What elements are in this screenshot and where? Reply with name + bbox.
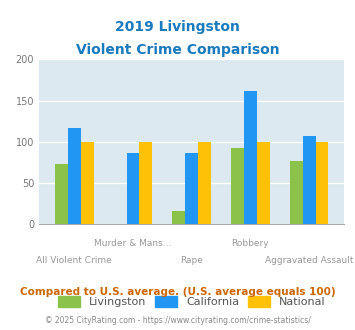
Text: Aggravated Assault: Aggravated Assault (265, 256, 353, 265)
Text: Robbery: Robbery (231, 239, 269, 248)
Bar (231, 148, 244, 224)
Bar (68, 128, 81, 224)
Bar (316, 142, 328, 224)
Text: Rape: Rape (180, 256, 203, 265)
Bar (81, 142, 94, 224)
Legend: Livingston, California, National: Livingston, California, National (54, 293, 329, 311)
Bar (244, 91, 257, 224)
Bar (172, 211, 185, 224)
Text: Violent Crime Comparison: Violent Crime Comparison (76, 43, 279, 57)
Bar (257, 142, 270, 224)
Bar (303, 136, 316, 224)
Bar (140, 142, 152, 224)
Bar (290, 161, 303, 224)
Bar (126, 153, 140, 224)
Text: Murder & Mans...: Murder & Mans... (94, 239, 172, 248)
Text: 2019 Livingston: 2019 Livingston (115, 20, 240, 34)
Text: All Violent Crime: All Violent Crime (37, 256, 112, 265)
Text: © 2025 CityRating.com - https://www.cityrating.com/crime-statistics/: © 2025 CityRating.com - https://www.city… (45, 315, 310, 325)
Bar (185, 152, 198, 224)
Bar (55, 164, 68, 224)
Text: Compared to U.S. average. (U.S. average equals 100): Compared to U.S. average. (U.S. average … (20, 287, 335, 297)
Bar (198, 142, 211, 224)
